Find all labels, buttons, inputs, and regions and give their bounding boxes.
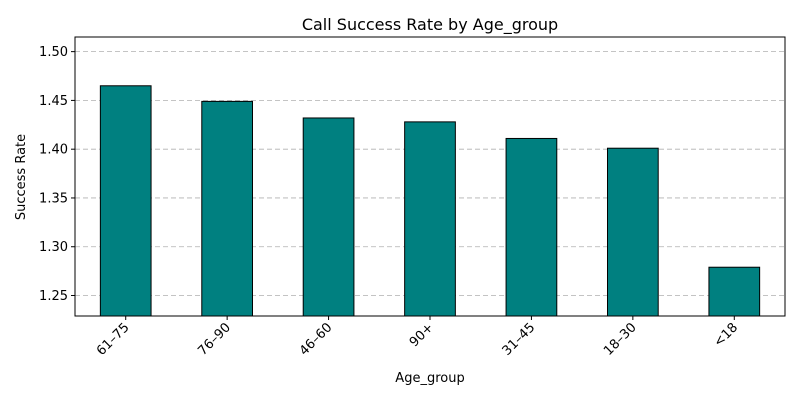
x-tick-label: 18–30 [601, 320, 640, 359]
x-tick-label: 61–75 [94, 320, 133, 359]
y-tick-label: 1.35 [39, 191, 68, 206]
y-axis-label: Success Rate [14, 134, 29, 220]
y-tick-label: 1.45 [39, 94, 68, 109]
y-tick-label: 1.30 [39, 240, 68, 255]
y-axis-ticks: 1.25 1.30 1.35 1.40 1.45 1.50 [39, 45, 75, 304]
x-tick-label: 90+ [407, 320, 437, 350]
bar-5 [607, 147, 659, 317]
bar-1 [201, 100, 254, 317]
bar-6 [708, 266, 761, 317]
x-tick-label: 31–45 [500, 320, 539, 359]
x-axis-label: Age_group [395, 371, 464, 386]
y-tick-label: 1.25 [39, 289, 68, 304]
y-tick-label: 1.50 [39, 45, 68, 60]
x-tick-label: 46–60 [297, 320, 336, 359]
bar-4 [505, 137, 558, 317]
bars [99, 85, 761, 317]
x-tick-label: 76–90 [195, 320, 234, 359]
x-tick-label: <18 [711, 320, 741, 350]
chart-title: Call Success Rate by Age_group [302, 15, 558, 35]
bar-2 [302, 117, 355, 317]
y-tick-label: 1.40 [39, 143, 68, 158]
x-axis-ticks: 61–75 76–90 46–60 90+ 31–45 18–30 <18 [94, 316, 741, 359]
bar-0 [99, 85, 152, 317]
bar-3 [404, 121, 456, 317]
